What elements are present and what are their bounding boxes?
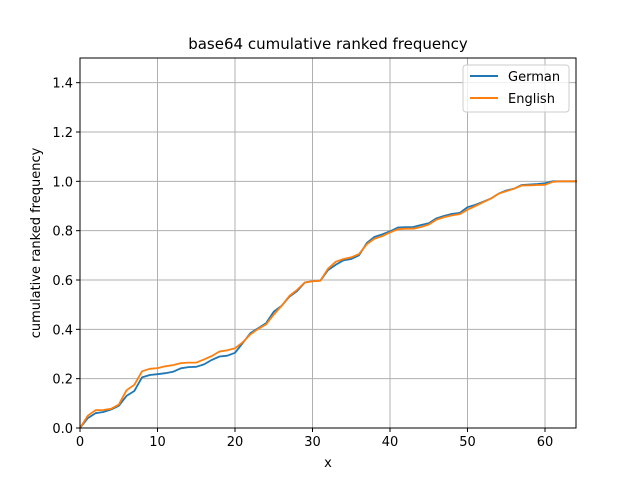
x-tick-label: 60 [537,435,554,450]
y-tick-label: 0.0 [52,422,73,437]
series-lines [78,180,577,430]
legend-label-german: German [508,70,560,85]
axis-ticks: 0 10 20 30 40 50 60 0.0 0.2 0.4 0.6 0.8 1.0 1.2 1.4 [52,77,553,450]
x-tick-label: 30 [304,435,321,450]
y-tick-label: 0.6 [52,274,73,289]
y-axis-label: cumulative ranked frequency [29,147,44,338]
chart-title: base64 cumulative ranked frequency [188,35,468,53]
series-line-english [78,180,577,430]
x-tick-label: 20 [227,435,244,450]
x-tick-label: 50 [459,435,476,450]
legend: German English [462,64,570,113]
legend-label-english: English [508,92,555,107]
y-tick-label: 0.4 [52,323,73,338]
x-tick-label: 0 [76,435,84,450]
x-tick-label: 40 [382,435,399,450]
y-tick-label: 1.0 [52,175,73,190]
y-tick-label: 1.4 [52,77,73,92]
y-tick-label: 0.2 [52,373,73,388]
y-tick-label: 1.2 [52,126,73,141]
y-tick-label: 0.8 [52,225,73,240]
plot-frame [79,57,577,429]
x-tick-label: 10 [149,435,166,450]
x-axis-label: x [324,456,332,471]
